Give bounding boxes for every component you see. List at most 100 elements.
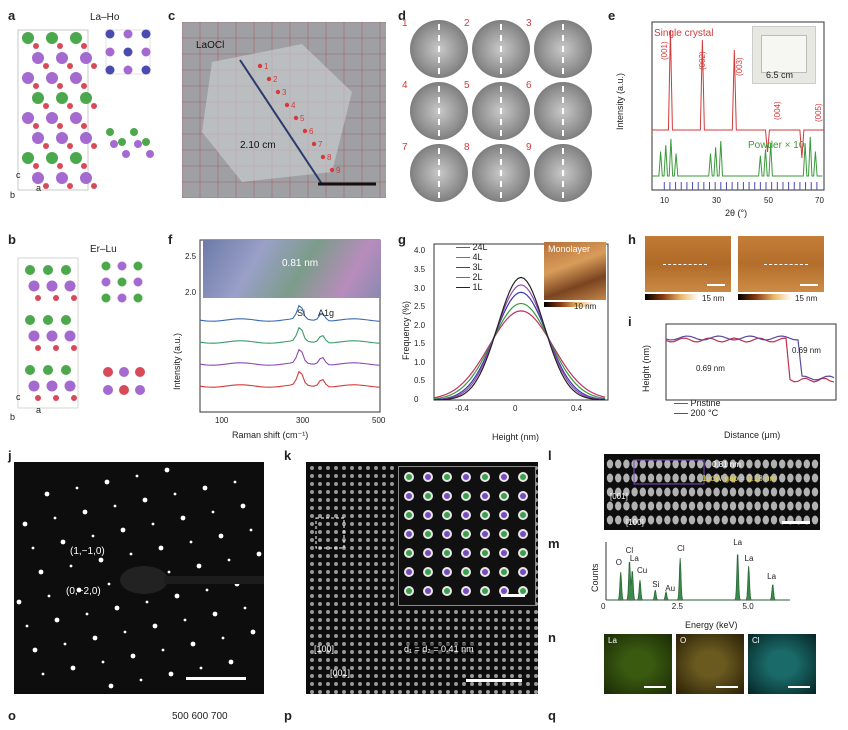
atom-column — [470, 634, 474, 638]
atom-column — [310, 546, 314, 550]
diffraction-spot — [190, 641, 196, 647]
annealed-profile — [665, 335, 835, 381]
panel-b-structure — [17, 257, 145, 409]
atom-model — [520, 588, 526, 594]
atom-column — [615, 459, 622, 469]
panel-e-xrd-chart — [651, 21, 825, 191]
atom-column — [382, 562, 386, 566]
panel-d-grid: 1 2 3 4 5 6 7 8 9 — [402, 18, 596, 202]
atom-column — [326, 506, 330, 510]
atom-column — [382, 522, 386, 526]
atom-o — [43, 183, 49, 189]
atom-column — [374, 666, 378, 670]
atom-model — [501, 550, 507, 556]
atom-top — [141, 29, 151, 39]
diffraction-spot — [54, 617, 60, 623]
measure-point — [275, 89, 281, 95]
panel-g-ytick: 1.5 — [414, 339, 426, 349]
atom-column — [406, 618, 410, 622]
atom-column — [494, 610, 498, 614]
raman-trace — [199, 326, 381, 344]
diffraction-spot — [114, 605, 120, 611]
pattern-number: 1 — [402, 18, 408, 29]
atom-column — [738, 487, 745, 497]
atom-o — [91, 103, 97, 109]
atom-column — [382, 618, 386, 622]
panel-label-e: e — [608, 8, 616, 23]
panel-b-axis-c: c — [16, 392, 21, 402]
atom-column — [350, 618, 354, 622]
atom-column — [754, 487, 761, 497]
atom-column — [478, 658, 482, 662]
panel-f-ylabel: Intensity (a.u.) — [172, 332, 182, 390]
atom-model — [482, 493, 488, 499]
atom-column — [470, 690, 474, 694]
atom-column — [615, 515, 622, 525]
model-overlay — [633, 459, 705, 485]
atom-column — [502, 682, 506, 686]
atom-column — [486, 634, 490, 638]
panel-g-xtick: -0.4 — [455, 404, 469, 413]
atom-column — [374, 522, 378, 526]
atom-column — [656, 515, 663, 525]
panel-j-spot2: (0,−2,0) — [66, 586, 101, 597]
measure-point — [266, 76, 272, 82]
atom-side — [118, 138, 126, 146]
atom-column — [510, 666, 514, 670]
atom-column — [342, 562, 346, 566]
panel-m-eds-chart — [605, 542, 790, 601]
atom-column — [454, 682, 458, 686]
atom-column — [422, 642, 426, 646]
panel-e-peak-002: (002) — [698, 51, 707, 70]
atom-column — [334, 626, 338, 630]
atom — [64, 280, 76, 292]
atom-column — [518, 642, 522, 646]
atom-column — [318, 626, 322, 630]
atom-top — [101, 261, 111, 271]
atom-column — [366, 530, 370, 534]
atom — [43, 365, 53, 375]
atom-model — [482, 588, 488, 594]
panel-e-xlabel: 2θ (°) — [725, 208, 748, 218]
diffraction-spot — [202, 485, 208, 491]
atom-column — [318, 482, 322, 486]
atom-column — [729, 473, 737, 483]
atom-top — [117, 277, 127, 287]
atom-column — [342, 650, 346, 654]
panel-f-xtick-100: 100 — [215, 416, 229, 425]
atom — [46, 72, 58, 84]
atom-column — [358, 642, 362, 646]
atom-column — [366, 682, 370, 686]
atom-column — [494, 650, 498, 654]
panel-g-xtick: 0 — [513, 404, 518, 413]
atom-column — [406, 626, 410, 630]
atom-column — [398, 618, 402, 622]
atom-column — [374, 546, 378, 550]
atom-column — [446, 642, 450, 646]
fit-curve — [433, 284, 606, 401]
atom-column — [366, 674, 370, 678]
atom-column — [502, 674, 506, 678]
atom-column — [350, 498, 354, 502]
diffraction-spot — [183, 618, 187, 622]
atom-model — [425, 531, 431, 537]
diffraction-spot — [152, 623, 158, 629]
atom-column — [478, 674, 482, 678]
atom-column — [366, 642, 370, 646]
panel-o-axis-text: 500 600 700 — [172, 711, 228, 722]
diffraction-pattern — [534, 20, 592, 78]
atom-column — [631, 473, 638, 483]
atom-column — [414, 642, 418, 646]
atom-column — [374, 570, 378, 574]
measure-point — [329, 167, 335, 173]
atom-column — [414, 618, 418, 622]
atom-column — [310, 498, 314, 502]
atom-column — [680, 459, 687, 469]
atom-column — [446, 626, 450, 630]
atom-column — [414, 658, 418, 662]
atom-column — [342, 522, 346, 526]
diffraction-spot — [60, 539, 66, 545]
atom-column — [334, 610, 338, 614]
atom-model — [520, 531, 526, 537]
pattern-number: 9 — [526, 142, 532, 153]
